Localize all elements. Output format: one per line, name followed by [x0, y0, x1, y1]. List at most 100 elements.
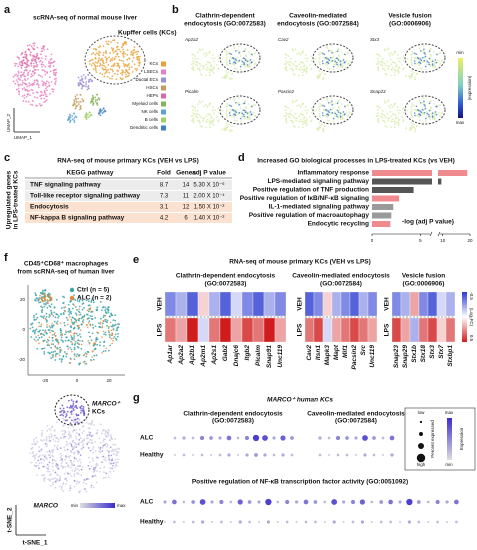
- cell-dot: [396, 54, 399, 56]
- legend-dot: [416, 453, 426, 463]
- cell-dot: [125, 43, 127, 46]
- cell-dot: [102, 444, 105, 447]
- cell-dot: [72, 303, 75, 305]
- dot: [379, 520, 383, 524]
- cell-dot: [114, 448, 117, 451]
- dot: [345, 453, 349, 457]
- cell-dot: [50, 311, 53, 314]
- cell-dot: [429, 54, 432, 56]
- cell-dot: [289, 61, 292, 64]
- cell-dot: [221, 128, 224, 131]
- cell-dot: [52, 478, 55, 480]
- dot: [303, 499, 309, 505]
- cell-dot: [132, 49, 135, 52]
- cell-dot: [205, 115, 208, 118]
- colorbar-max: max: [117, 503, 126, 508]
- cell-dot: [53, 71, 55, 74]
- cell-dot: [19, 83, 22, 86]
- cell-dot: [212, 119, 215, 122]
- cell-dot: [337, 100, 340, 102]
- cell-dot: [121, 69, 123, 72]
- cell-dot: [112, 329, 115, 331]
- cell-dot: [192, 65, 195, 68]
- cell-dot: [81, 308, 84, 311]
- cell-dot: [101, 461, 103, 463]
- cell-dot: [73, 353, 76, 356]
- cell-dot: [296, 117, 299, 120]
- cell-dot: [64, 419, 67, 422]
- cell-dot: [43, 303, 45, 305]
- dot: [354, 436, 358, 440]
- cell-dot: [60, 360, 63, 363]
- gene-label: Snap23: [393, 345, 400, 369]
- cell-dot: [103, 344, 105, 347]
- cell-dot: [73, 321, 76, 324]
- cell-dot: [431, 60, 434, 63]
- cell-dot: [120, 59, 123, 62]
- cell-dot: [42, 317, 45, 319]
- cell-dot: [337, 109, 340, 112]
- cell-dot: [310, 120, 313, 123]
- cell-dot: [46, 470, 49, 473]
- kc-outline: [219, 43, 261, 73]
- dot: [295, 520, 298, 524]
- cell-dot: [243, 57, 246, 60]
- cell-dot: [71, 118, 74, 121]
- cell-dot: [47, 65, 50, 68]
- cell-dot: [87, 310, 90, 313]
- cell-dot: [62, 414, 65, 417]
- cell-dot: [71, 464, 74, 467]
- cell-dot: [48, 299, 51, 302]
- cell-dot: [101, 429, 104, 432]
- cell-dot: [31, 54, 34, 57]
- cell-dot: [310, 68, 313, 71]
- cell-dot: [33, 79, 36, 82]
- cell-dot: [48, 316, 51, 318]
- legend-min: min: [445, 462, 453, 467]
- gene-label: Ap2a2: [178, 345, 185, 366]
- cell-dot: [38, 321, 41, 324]
- cell-dot: [393, 123, 396, 126]
- gene-label: Stxbp1: [447, 345, 454, 367]
- cell-dot: [118, 447, 121, 450]
- cell-dot: [48, 325, 51, 328]
- cell-dot: [73, 460, 76, 463]
- cell-dot: [69, 329, 72, 332]
- cell-dot: [54, 74, 57, 77]
- cell-dot: [126, 49, 129, 51]
- cell-dot: [240, 120, 242, 123]
- cell-dot: [323, 105, 326, 108]
- cell-dot: [192, 121, 195, 124]
- cell-dot: [38, 301, 40, 304]
- cell-dot: [48, 427, 51, 430]
- cell-dot: [124, 52, 127, 55]
- cell-dot: [38, 342, 40, 344]
- cell-dot: [217, 120, 220, 123]
- cell-dot: [305, 118, 308, 121]
- cell-dot: [426, 60, 429, 63]
- cell-dot: [241, 102, 244, 105]
- cell-dot: [102, 68, 105, 71]
- cell-dot: [28, 82, 31, 84]
- cell-dot: [110, 459, 113, 462]
- cell-dot: [93, 63, 96, 66]
- cell-dot: [388, 117, 391, 120]
- cell-dot: [121, 71, 124, 74]
- cell-dot: [70, 331, 72, 333]
- dot: [416, 500, 421, 504]
- dot: [280, 435, 286, 441]
- cell-dot: [57, 341, 60, 344]
- cell-dot: [390, 115, 393, 118]
- cell-dot: [73, 354, 76, 357]
- cell-dot: [33, 456, 36, 459]
- cell-dot: [377, 112, 380, 114]
- legend-label: Dendritic cells: [130, 125, 159, 130]
- cell-dot: [14, 64, 17, 67]
- cell-dot: [381, 116, 384, 119]
- x-tick-label: -20: [42, 378, 49, 383]
- cell-dot: [112, 51, 115, 54]
- cell-dot: [70, 445, 73, 447]
- cell-dot: [346, 63, 349, 66]
- cell-dot: [118, 66, 121, 69]
- cell-dot: [48, 62, 50, 65]
